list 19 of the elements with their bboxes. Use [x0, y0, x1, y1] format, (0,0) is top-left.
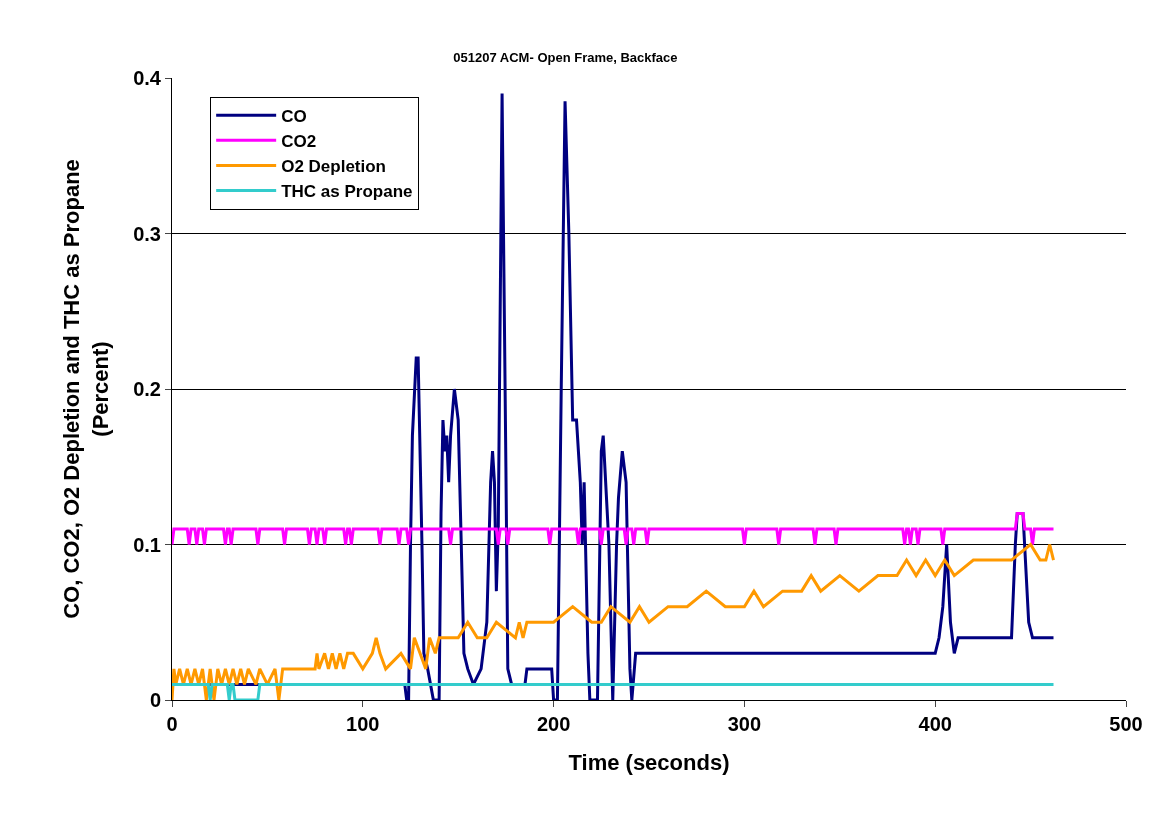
x-axis-title: Time (seconds) — [568, 749, 730, 775]
chart-title: 051207 ACM- Open Frame, Backface — [453, 49, 678, 65]
legend-label: CO — [281, 106, 307, 126]
x-tick-label: 500 — [1109, 713, 1143, 735]
x-tick-label: 100 — [346, 713, 380, 735]
x-tick-label: 0 — [166, 713, 178, 735]
y-tick-label: 0.4 — [133, 67, 162, 89]
x-tick-label: 200 — [536, 713, 571, 735]
line-series — [172, 543, 1055, 700]
x-tick-label: 400 — [918, 713, 952, 735]
y-tick-label: 0 — [149, 689, 161, 711]
x-tick-label: 300 — [727, 713, 762, 735]
legend-label: THC as Propane — [281, 182, 413, 202]
y-tick-label: 0.3 — [133, 222, 161, 245]
y-axis-title: CO, CO2, O2 Depletion and THC as Propane (Percent) — [59, 159, 113, 619]
y-tick-label: 0.2 — [133, 378, 161, 400]
y-tick-label: 0.1 — [133, 533, 161, 556]
legend-label: CO2 — [281, 131, 317, 151]
legend-label: O2 Depletion — [281, 157, 387, 177]
